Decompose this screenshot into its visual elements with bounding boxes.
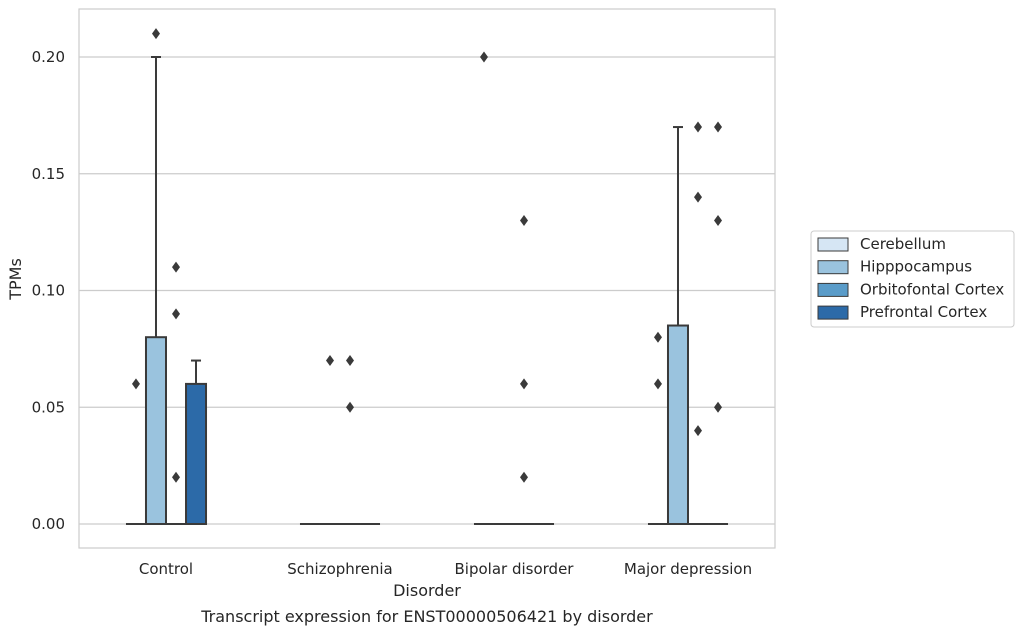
- outlier-point: [520, 471, 529, 483]
- x-tick-label: Major depression: [624, 560, 752, 578]
- box-2-2: [514, 214, 535, 525]
- y-tick-label: 0.20: [32, 48, 65, 66]
- outlier-point: [172, 471, 181, 483]
- x-tick-label: Schizophrenia: [287, 560, 392, 578]
- legend-swatch: [817, 282, 849, 297]
- chart-title: Transcript expression for ENST0000050642…: [200, 607, 653, 626]
- box-1-1: [319, 355, 340, 525]
- outlier-point: [172, 308, 181, 320]
- y-tick-label: 0.05: [32, 398, 65, 416]
- box: [666, 324, 689, 525]
- outlier-point: [172, 261, 181, 273]
- plot-frame: [78, 8, 776, 549]
- outlier-point: [151, 28, 160, 40]
- y-axis-label: TPMs: [6, 258, 25, 301]
- x-tick-label: Control: [139, 560, 193, 578]
- legend-label: Cerebellum: [860, 235, 946, 253]
- legend-label: Orbitofontal Cortex: [860, 280, 1004, 298]
- legend-frame: [810, 230, 1015, 328]
- outlier-point: [714, 121, 723, 133]
- box-2-1: [340, 355, 361, 525]
- legend-swatch: [817, 237, 849, 252]
- box-3-0: [185, 359, 208, 525]
- x-axis-ticks: Control Schizophrenia Bipolar disorder Majo…: [139, 560, 752, 578]
- x-tick-label: Bipolar disorder: [455, 560, 575, 578]
- box-0-3: [647, 331, 668, 525]
- legend: Cerebellum Hipppocampus Orbitofontal Corte…: [810, 230, 1015, 328]
- box-1-0: [144, 28, 168, 526]
- box: [144, 336, 168, 526]
- outlier-point: [694, 191, 703, 203]
- outlier-point: [131, 378, 140, 390]
- legend-label: Prefrontal Cortex: [860, 303, 987, 321]
- box-2-0: [166, 261, 187, 525]
- outlier-point: [694, 425, 703, 437]
- boxplot-groups: [125, 28, 729, 526]
- box-0-2: [473, 51, 494, 525]
- outlier-point: [520, 214, 529, 226]
- outlier-point: [346, 355, 355, 367]
- box-2-3: [688, 121, 709, 525]
- box: [185, 382, 208, 525]
- legend-swatch: [817, 305, 849, 320]
- legend-label: Hipppocampus: [860, 258, 972, 276]
- outlier-point: [479, 51, 488, 63]
- box-1-3: [666, 126, 689, 525]
- y-tick-label: 0.15: [32, 165, 65, 183]
- outlier-point: [714, 214, 723, 226]
- x-axis-label: Disorder: [393, 581, 461, 600]
- outlier-point: [520, 378, 529, 390]
- box-0-0: [125, 378, 146, 525]
- box-3-3: [708, 121, 729, 525]
- outlier-point: [346, 401, 355, 413]
- legend-swatch: [817, 260, 849, 275]
- y-tick-label: 0.10: [32, 282, 65, 300]
- outlier-point: [653, 378, 662, 390]
- outlier-point: [653, 331, 662, 343]
- y-tick-label: 0.00: [32, 515, 65, 533]
- outlier-point: [714, 401, 723, 413]
- y-axis-ticks: 0.00 0.05 0.10 0.15 0.20: [32, 48, 65, 533]
- outlier-point: [694, 121, 703, 133]
- outlier-point: [325, 355, 334, 367]
